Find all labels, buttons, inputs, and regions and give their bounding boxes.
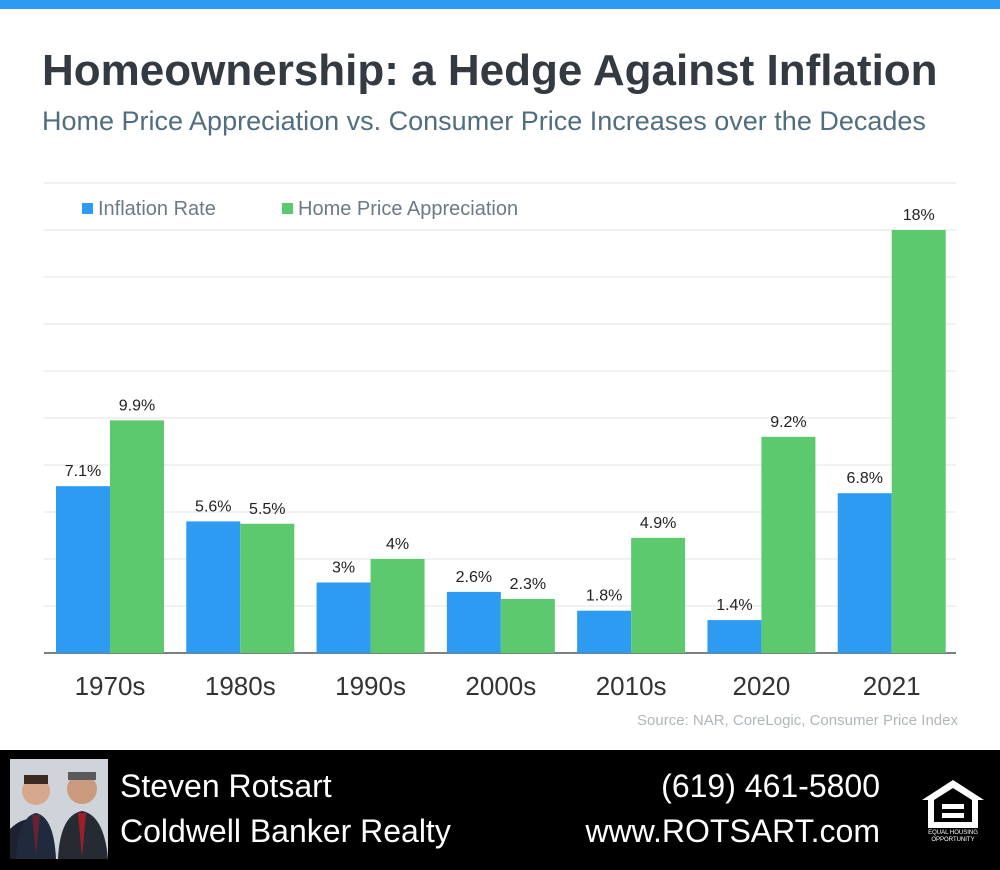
legend-swatch — [82, 203, 93, 214]
agent-company: Coldwell Banker Realty — [120, 813, 451, 849]
page-title: Homeownership: a Hedge Against Inflation — [42, 46, 938, 95]
legend-label: Inflation Rate — [98, 198, 216, 220]
chart-data-labels: 7.1% 9.9% 5.6% 5.5% 3% 4% 2.6% 2.3% 1.8% 4.9% 1.4%… — [65, 207, 935, 614]
bar-inflation-2010s — [577, 610, 632, 653]
equal-housing-label: EQUAL HOUSING OPPORTUNITY — [928, 830, 978, 843]
legend-swatch — [282, 203, 293, 214]
bar-inflation-2021 — [837, 493, 892, 653]
agent-photo — [10, 759, 108, 859]
data-label: 6.8% — [846, 470, 882, 487]
bar-home-price-2010s — [631, 537, 686, 653]
bar-inflation-1990s — [316, 582, 371, 653]
bar-home-price-2021 — [891, 230, 946, 653]
data-label: 5.5% — [249, 501, 285, 518]
equal-housing-icon — [922, 780, 984, 828]
x-tick-label: 2021 — [863, 671, 921, 701]
data-label: 1.4% — [716, 597, 752, 614]
bar-inflation-1980s — [186, 521, 241, 653]
x-tick-label: 2010s — [596, 671, 667, 701]
bar-home-price-1970s — [110, 420, 164, 653]
chart-legend: Inflation Rate Home Price Appreciation — [82, 198, 518, 220]
x-tick-label: 2000s — [465, 671, 536, 701]
bar-home-price-2020 — [761, 436, 816, 653]
bar-chart: Inflation Rate Home Price Appreciation 7.… — [44, 182, 956, 701]
data-label: 2.3% — [510, 576, 546, 593]
data-label: 9.9% — [119, 397, 155, 414]
data-label: 7.1% — [65, 463, 101, 480]
footer: Steven Rotsart Coldwell Banker Realty (6… — [0, 750, 1000, 870]
data-label: 1.8% — [586, 588, 622, 605]
data-label: 3% — [332, 560, 355, 577]
data-label: 4% — [386, 536, 409, 553]
chart-grid — [44, 182, 956, 654]
agent-website[interactable]: www.ROTSART.com — [585, 813, 880, 849]
data-label: 5.6% — [195, 498, 231, 515]
chart-bars — [56, 230, 946, 653]
agent-name: Steven Rotsart — [120, 768, 332, 804]
data-label: 2.6% — [456, 569, 492, 586]
source-note: Source: NAR, CoreLogic, Consumer Price I… — [637, 712, 958, 729]
chart-x-axis: 1970s 1980s 1990s 2000s 2010s 2020 2021 — [75, 671, 921, 701]
legend-label: Home Price Appreciation — [298, 198, 518, 220]
bar-home-price-2000s — [500, 598, 555, 653]
page-subtitle: Home Price Appreciation vs. Consumer Pri… — [42, 106, 926, 136]
x-tick-label: 2020 — [733, 671, 791, 701]
bar-home-price-1980s — [240, 523, 295, 653]
top-accent-bar — [0, 0, 1000, 9]
data-label: 9.2% — [770, 414, 806, 431]
agent-phone[interactable]: (619) 461-5800 — [661, 768, 880, 804]
bar-inflation-2000s — [446, 591, 501, 653]
bar-inflation-2020 — [707, 620, 762, 653]
data-label: 18% — [903, 207, 935, 224]
bar-inflation-1970s — [56, 486, 110, 653]
x-tick-label: 1980s — [205, 671, 276, 701]
data-label: 4.9% — [640, 515, 676, 532]
bar-home-price-1990s — [370, 559, 425, 653]
x-tick-label: 1970s — [75, 671, 146, 701]
x-tick-label: 1990s — [335, 671, 406, 701]
